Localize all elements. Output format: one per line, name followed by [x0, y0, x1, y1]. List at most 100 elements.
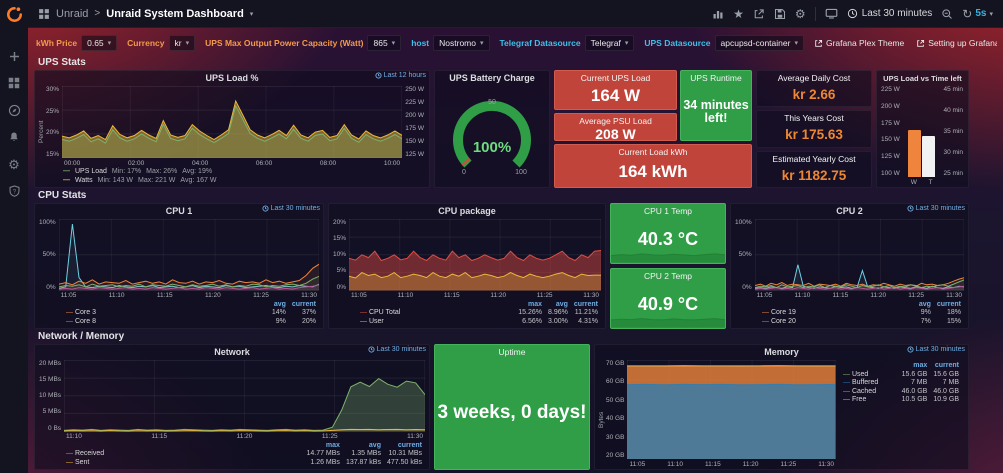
gauge-max: 100 [515, 169, 527, 176]
dashboard-dropdown-caret-icon[interactable]: ▾ [249, 10, 254, 18]
panel-title[interactable]: CPU package [438, 206, 496, 216]
dashboard-grid-icon[interactable] [38, 8, 50, 20]
save-icon[interactable] [774, 8, 786, 20]
zoom-out-icon[interactable] [941, 8, 953, 20]
panel-time-override: Last 30 minutes [907, 346, 965, 353]
panel-time-override: Last 30 minutes [907, 205, 965, 212]
svg-text:?: ? [12, 188, 16, 195]
y-axis-left: 70 GB 60 GB 50 GB 40 GB 30 GB 20 GB [606, 360, 625, 459]
configuration-gear-icon[interactable]: ⚙ [8, 156, 20, 172]
panel-average-psu-load: Average PSU Load 208 W [554, 113, 677, 141]
dashboard-title[interactable]: Unraid System Dashboard [106, 7, 244, 20]
panel-ups-runtime: UPS Runtime 34 minutes left! [680, 70, 752, 141]
stat-title[interactable]: Uptime [498, 347, 526, 357]
variable-telegraf-datasource: Telegraf Datasource Telegraf ▾ [500, 35, 635, 51]
legend[interactable]: — UPS Load Min: 17% Max: 26% Avg: 19% — Watts M… [63, 168, 217, 184]
stat-value: 164 kWh [618, 162, 688, 181]
panel-title[interactable]: UPS Battery Charge [449, 73, 535, 83]
panel-title[interactable]: UPS Load % [205, 73, 259, 83]
explore-compass-icon[interactable] [6, 102, 22, 118]
sidebar: ⚙ ? [0, 0, 28, 473]
share-icon[interactable] [753, 8, 765, 20]
ups-bar-chart[interactable] [903, 86, 941, 177]
y-axis-left: 225 W 200 W 175 W 150 W 125 W 100 W [881, 86, 900, 177]
toolbar-divider [814, 6, 816, 21]
link-grafana-plex-theme[interactable]: Grafana Plex Theme [814, 38, 904, 48]
legend[interactable]: avg current — Core 19 9% 18% — Core 20 7% 15% [762, 300, 961, 325]
breadcrumb-folder[interactable]: Unraid [56, 7, 89, 20]
main-area: Unraid > Unraid System Dashboard ▾ ★ ⚙ L… [28, 0, 1003, 473]
variable-value-dropdown[interactable]: 865 ▾ [367, 35, 402, 51]
cpu1-chart[interactable] [58, 219, 319, 291]
variable-kwh-price: kWh Price 0.65 ▾ [36, 35, 118, 51]
time-range-label: Last 30 minutes [861, 8, 933, 19]
memory-chart[interactable] [627, 360, 836, 459]
stat-title[interactable]: Current UPS Load [580, 73, 651, 83]
tv-cycle-view-icon[interactable] [825, 7, 838, 20]
variable-value-dropdown[interactable]: kr ▾ [168, 35, 196, 51]
stat-title[interactable]: CPU 2 Temp [643, 271, 693, 281]
battery-gauge: 100% 0 50 100 [435, 85, 549, 187]
variable-value-dropdown[interactable]: Nostromo ▾ [433, 35, 490, 51]
legend[interactable]: max avg current — Received 14.77 MBs 1.35 MBs… [66, 441, 422, 466]
legend[interactable]: max current — Used 15.6 GB 15.6 GB — Buffered… [843, 362, 959, 403]
panel-ups-load-vs-time-left: UPS Load vs Time left 225 W 200 W 175 W 150… [876, 70, 969, 188]
ups-stats-row: UPS Load % Last 12 hours Percent 30% 25% 2… [34, 70, 969, 188]
panel-ups-battery-charge: UPS Battery Charge 100% 0 50 100 [434, 70, 550, 188]
stat-title[interactable]: UPS Runtime [690, 73, 742, 83]
stat-value: kr 175.63 [785, 127, 843, 143]
variable-value-dropdown[interactable]: Telegraf ▾ [584, 35, 635, 51]
legend[interactable]: max avg current — CPU Total 15.26% 8.96% 11.21… [360, 300, 598, 325]
help-icon[interactable]: ? [6, 183, 22, 199]
stat-title[interactable]: Average PSU Load [579, 116, 652, 126]
y-axis-label: Bytes [598, 411, 605, 428]
row-title-ups-stats[interactable]: UPS Stats [38, 57, 86, 68]
topbar: Unraid > Unraid System Dashboard ▾ ★ ⚙ L… [28, 0, 1003, 28]
cpu2-chart[interactable] [754, 219, 964, 291]
variable-label: UPS Datasource [644, 38, 711, 48]
refresh-picker[interactable]: ↻ 5s ▾ [962, 8, 993, 20]
panel-cpu-2-temp: CPU 2 Temp 40.9 °C [610, 268, 726, 329]
add-panel-icon[interactable] [712, 8, 724, 20]
create-icon[interactable] [6, 48, 22, 64]
row-title-cpu-stats[interactable]: CPU Stats [38, 190, 87, 201]
submenu: kWh Price 0.65 ▾ Currency kr ▾ UPS Max Out… [34, 31, 997, 55]
panel-title[interactable]: Memory [764, 347, 799, 357]
time-range-picker[interactable]: Last 30 minutes [847, 8, 933, 19]
stat-title[interactable]: Current Load kWh [618, 147, 688, 157]
panel-title[interactable]: CPU 1 [165, 206, 193, 216]
panel-average-daily-cost: Average Daily Cost kr 2.66 [756, 70, 872, 108]
legend[interactable]: avg current — Core 3 14% 37% — Core 8 9% 20% [66, 300, 316, 325]
gauge-mid: 50 [488, 99, 496, 106]
stat-title[interactable]: This Years Cost [784, 113, 844, 124]
panel-uptime: Uptime 3 weeks, 0 days! [434, 344, 590, 470]
settings-gear-icon[interactable]: ⚙ [794, 6, 806, 21]
stat-title[interactable]: Estimated Yearly Cost [772, 153, 856, 164]
network-chart[interactable] [64, 360, 425, 432]
panel-title[interactable]: CPU 2 [836, 206, 863, 216]
variable-value-dropdown[interactable]: 0.65 ▾ [81, 35, 118, 51]
stat-title[interactable]: CPU 1 Temp [643, 206, 693, 216]
dashboards-icon[interactable] [6, 75, 22, 91]
bar-T [922, 136, 936, 177]
cpu-package-chart[interactable] [349, 219, 601, 291]
y-axis-left: 30% 25% 20% 15% [46, 86, 60, 158]
stat-value: kr 1182.75 [781, 167, 847, 183]
stat-title[interactable]: Average Daily Cost [777, 73, 851, 83]
row-title-network-memory[interactable]: Network / Memory [38, 331, 125, 342]
grafana-logo-icon[interactable] [0, 0, 28, 28]
bar-W [908, 130, 922, 177]
panel-title[interactable]: Network [214, 347, 250, 357]
link-ups-monitoring-guide[interactable]: Setting up Grafana and InfluxDB for UPS … [916, 38, 997, 48]
alerting-bell-icon[interactable] [6, 129, 22, 145]
variable-ups-datasource: UPS Datasource apcupsd-container ▾ [644, 35, 804, 51]
variable-value-dropdown[interactable]: apcupsd-container ▾ [714, 35, 804, 51]
dashboard-canvas: kWh Price 0.65 ▾ Currency kr ▾ UPS Max Out… [28, 28, 1003, 473]
ups-load-chart[interactable] [62, 86, 403, 158]
y-axis-left: 20% 15% 10% 5% 0% [333, 219, 347, 291]
star-icon[interactable]: ★ [733, 6, 744, 21]
panel-title[interactable]: UPS Load vs Time left [883, 73, 962, 83]
variable-label: Currency [127, 38, 165, 48]
